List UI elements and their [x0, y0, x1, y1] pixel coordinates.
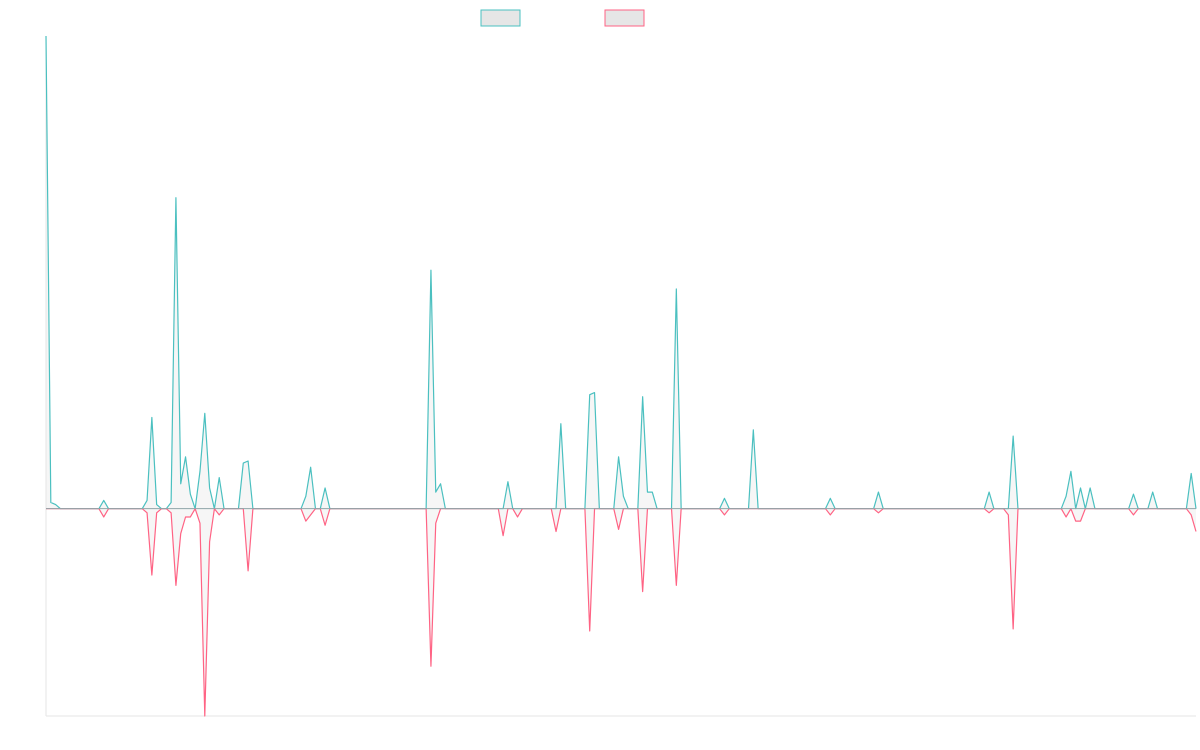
series-1 [45, 35, 1197, 510]
axes [45, 36, 1196, 717]
series-2-area [46, 508, 1196, 716]
legend-item[interactable] [604, 9, 645, 27]
legend-item[interactable] [480, 9, 521, 27]
legend-swatch [604, 9, 645, 27]
series-2-line [46, 508, 1197, 717]
legend-swatch [480, 9, 521, 27]
series-2 [46, 508, 1197, 717]
series-1-line [45, 35, 1197, 510]
series-layer [45, 35, 1197, 717]
legend [480, 9, 645, 27]
series-1-area [46, 36, 1196, 509]
